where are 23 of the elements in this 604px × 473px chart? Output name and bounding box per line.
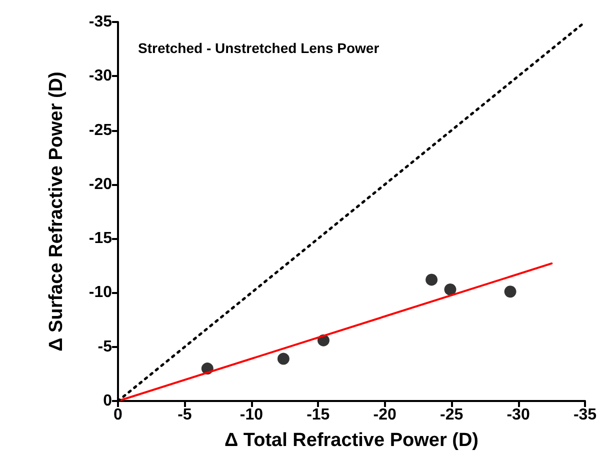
y-tick-label: 0 (103, 392, 112, 410)
point (426, 274, 438, 286)
y-tick-label: -35 (88, 14, 112, 30)
x-tick-label: 0 (114, 406, 123, 424)
y-tick-label: -5 (98, 338, 112, 356)
text: Stretched - Unstretched Lens Power (138, 40, 380, 56)
x-tick-label: -5 (178, 406, 192, 424)
y-tick-label: -25 (88, 122, 112, 139)
y-tick-label: -30 (88, 68, 112, 85)
x-tick-label: -25 (440, 406, 464, 424)
point (504, 286, 516, 298)
x-tick-label: -30 (506, 406, 530, 424)
x-axis-title: Δ Total Refractive Power (D) (224, 430, 479, 451)
x-tick-label: -35 (573, 406, 597, 424)
y-tick-label: -15 (88, 230, 112, 248)
y-tick-label: -20 (88, 176, 112, 193)
point (444, 283, 456, 296)
y-axis-title: Δ Surface Refractive Power (D) (46, 72, 67, 352)
y-tick-label: -10 (88, 284, 112, 302)
x-tick-label: -10 (240, 406, 264, 424)
point (277, 352, 290, 365)
x-tick-label: -15 (306, 406, 330, 424)
x-tick-label: -20 (373, 406, 397, 424)
